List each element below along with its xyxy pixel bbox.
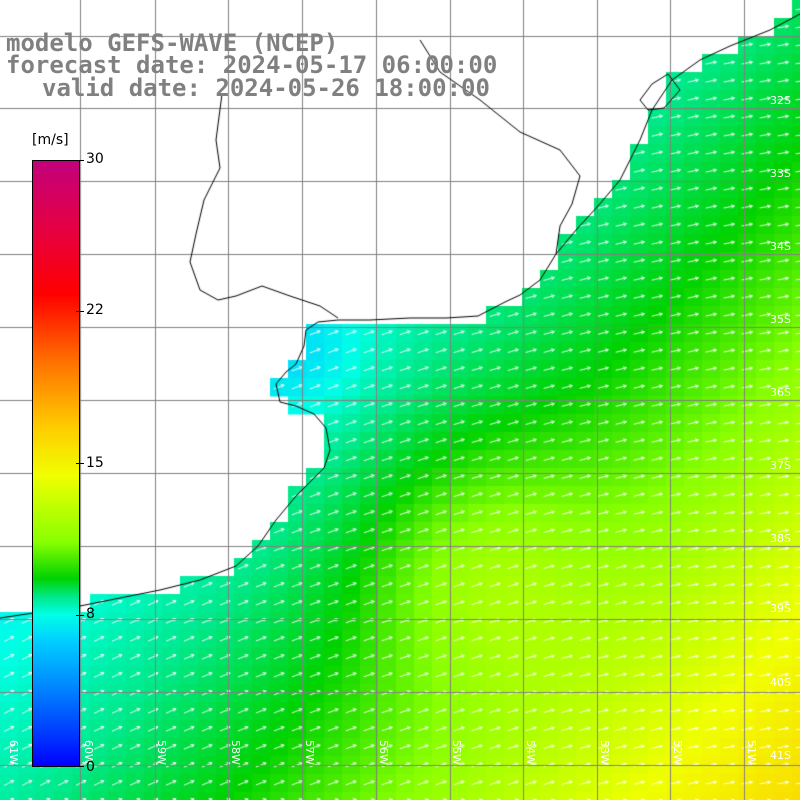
valid-date: valid date: 2024-05-26 18:00:00 (42, 74, 490, 102)
latitude-label: 40S (770, 676, 791, 689)
latitude-label: 33S (770, 167, 791, 180)
colorbar (32, 160, 80, 767)
longitude-label: 59W (155, 740, 168, 765)
longitude-label: 53W (598, 740, 611, 765)
latitude-label: 36S (770, 386, 791, 399)
colorbar-tick-label: 0 (86, 759, 95, 775)
colorbar-tick (76, 766, 84, 767)
longitude-label: 54W (524, 740, 537, 765)
colorbar-tick-label: 8 (86, 606, 95, 622)
longitude-label: 57W (303, 740, 316, 765)
longitude-label: 61W (7, 740, 20, 765)
longitude-label: 55W (450, 740, 463, 765)
colorbar-units: [m/s] (32, 132, 69, 148)
colorbar-tick (76, 615, 84, 616)
colorbar-tick (76, 160, 84, 161)
latitude-label: 37S (770, 459, 791, 472)
forecast-date: forecast date: 2024-05-17 06:00:00 (6, 51, 498, 79)
colorbar-tick (76, 311, 84, 312)
latitude-label: 35S (770, 313, 791, 326)
colorbar-tick-label: 30 (86, 151, 104, 167)
latitude-label: 41S (770, 749, 791, 762)
longitude-label: 58W (229, 740, 242, 765)
longitude-label: 56W (377, 740, 390, 765)
latitude-label: 38S (770, 532, 791, 545)
colorbar-tick (76, 463, 84, 464)
latitude-label: 39S (770, 602, 791, 615)
colorbar-tick-label: 22 (86, 302, 104, 318)
latitude-label: 32S (770, 94, 791, 107)
latitude-label: 34S (770, 240, 791, 253)
longitude-label: 51W (745, 740, 758, 765)
model-title: modelo GEFS-WAVE (NCEP) (6, 29, 339, 57)
colorbar-tick-label: 15 (86, 455, 104, 471)
longitude-label: 52W (671, 740, 684, 765)
